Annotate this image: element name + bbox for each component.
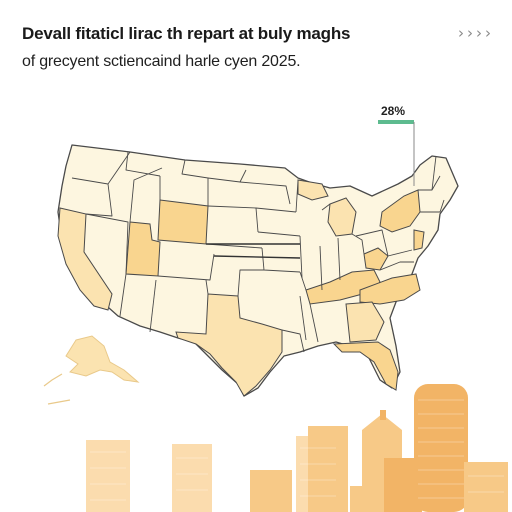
state-new-york[interactable]: [379, 189, 421, 233]
building: [464, 462, 508, 512]
building-windows: [90, 399, 504, 501]
state-texas[interactable]: [175, 293, 283, 397]
alaska-aleutians: [43, 373, 71, 405]
state-new-jersey[interactable]: [413, 229, 425, 251]
map-subtitle: of grecyent sctiencaind harle cyen 2025.: [22, 53, 301, 70]
building: [414, 384, 468, 512]
city-skyline: [86, 384, 508, 512]
chevrons-right-icon[interactable]: ››››: [458, 24, 494, 42]
callout-percentage: 28%: [381, 104, 406, 118]
state-wyoming[interactable]: [157, 199, 209, 245]
building: [250, 470, 292, 512]
callout-bar: [378, 120, 414, 124]
building: [86, 440, 130, 512]
building: [380, 410, 386, 420]
state-florida[interactable]: [332, 341, 399, 391]
state-georgia[interactable]: [345, 301, 385, 343]
state-upper-midwest[interactable]: [297, 179, 329, 201]
state-alaska[interactable]: [65, 335, 140, 383]
state-california[interactable]: [57, 207, 113, 311]
state-west-virginia[interactable]: [363, 247, 389, 271]
state-borders: [71, 151, 445, 353]
region-lines: [206, 243, 301, 259]
building: [172, 444, 212, 512]
map-title: Devall fitaticl lirac th repart at buly …: [22, 24, 351, 43]
building: [308, 426, 348, 512]
